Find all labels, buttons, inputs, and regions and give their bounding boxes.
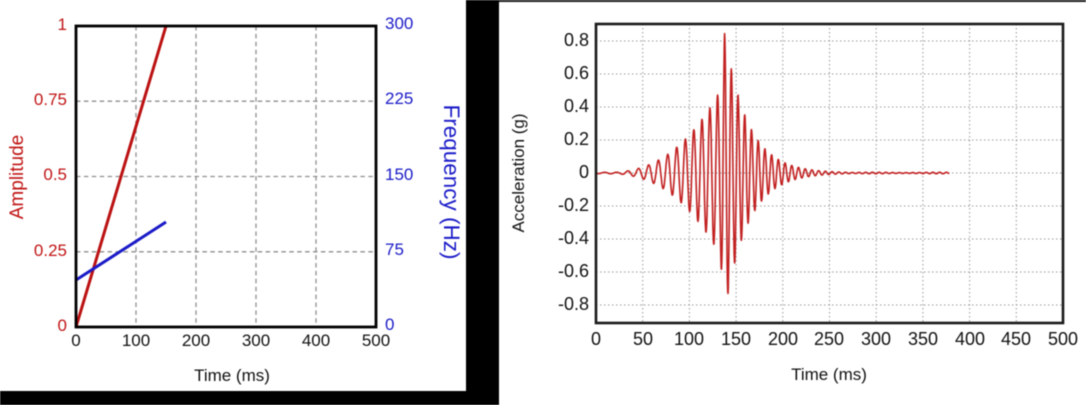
svg-text:500: 500 xyxy=(362,331,390,350)
svg-text:400: 400 xyxy=(955,329,985,349)
svg-text:-0.4: -0.4 xyxy=(558,228,589,248)
svg-text:Amplitude: Amplitude xyxy=(7,135,28,220)
svg-text:250: 250 xyxy=(814,329,844,349)
svg-text:150: 150 xyxy=(385,165,413,184)
svg-text:0: 0 xyxy=(579,162,589,182)
svg-text:0.8: 0.8 xyxy=(564,30,589,50)
svg-text:75: 75 xyxy=(385,240,404,259)
svg-text:0: 0 xyxy=(385,315,394,334)
svg-text:0.6: 0.6 xyxy=(564,63,589,83)
svg-text:0.2: 0.2 xyxy=(564,129,589,149)
svg-text:Time (ms): Time (ms) xyxy=(194,366,270,385)
svg-text:0.25: 0.25 xyxy=(34,241,67,260)
svg-text:0: 0 xyxy=(591,329,601,349)
svg-text:Frequency (Hz): Frequency (Hz) xyxy=(439,104,464,259)
svg-text:Time (ms): Time (ms) xyxy=(791,365,867,384)
svg-text:350: 350 xyxy=(908,329,938,349)
svg-text:300: 300 xyxy=(242,331,270,350)
svg-text:Acceleration (g): Acceleration (g) xyxy=(509,113,528,232)
svg-text:0.75: 0.75 xyxy=(34,90,67,109)
svg-text:500: 500 xyxy=(1048,329,1078,349)
svg-text:0.4: 0.4 xyxy=(564,96,589,116)
svg-text:400: 400 xyxy=(302,331,330,350)
svg-text:150: 150 xyxy=(721,329,751,349)
svg-text:200: 200 xyxy=(182,331,210,350)
svg-text:225: 225 xyxy=(385,89,413,108)
svg-text:1: 1 xyxy=(58,15,67,34)
svg-text:200: 200 xyxy=(768,329,798,349)
svg-text:50: 50 xyxy=(633,329,653,349)
svg-text:0.5: 0.5 xyxy=(43,165,67,184)
svg-text:0: 0 xyxy=(58,316,67,335)
svg-text:0: 0 xyxy=(71,331,80,350)
svg-text:450: 450 xyxy=(1001,329,1031,349)
svg-text:-0.2: -0.2 xyxy=(558,195,589,215)
svg-text:100: 100 xyxy=(122,331,150,350)
svg-text:100: 100 xyxy=(674,329,704,349)
svg-text:-0.8: -0.8 xyxy=(558,294,589,314)
svg-text:300: 300 xyxy=(385,14,413,33)
svg-text:-0.6: -0.6 xyxy=(558,261,589,281)
svg-text:300: 300 xyxy=(861,329,891,349)
